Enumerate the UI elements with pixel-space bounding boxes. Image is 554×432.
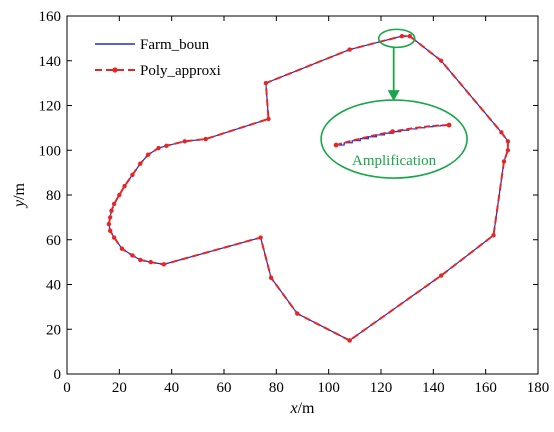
legend-label-farm-boun: Farm_boun	[140, 37, 210, 53]
legend-label-poly-approxi: Poly_approxi	[140, 63, 221, 79]
poly-marker-18	[138, 161, 142, 165]
poly-marker-16	[122, 184, 126, 188]
poly-marker-24	[266, 117, 270, 121]
poly-marker-30	[499, 130, 503, 134]
x-tick-label-5: 100	[317, 380, 340, 396]
x-tick-label-6: 120	[370, 380, 393, 396]
y-tick-label-4: 80	[46, 188, 61, 204]
zoom-farm-boun-line	[336, 125, 449, 145]
axes: 0 20 40 60 80 100 120 140 160 180 0 20 40 60 80 100 120 1…	[11, 9, 549, 417]
poly-marker-19	[146, 153, 150, 157]
poly-marker-6	[138, 258, 142, 262]
x-tick-label-0: 0	[63, 380, 71, 396]
zoom-poly-marker-0	[334, 143, 339, 148]
poly-marker-3	[258, 235, 262, 239]
zoom-source-ellipse	[379, 29, 415, 47]
x-tick-label-7: 140	[422, 380, 445, 396]
legend-marker-poly-approxi	[112, 67, 117, 72]
y-tick-label-6: 120	[39, 99, 62, 115]
poly-marker-12	[108, 215, 112, 219]
x-tick-label-8: 160	[474, 380, 497, 396]
poly-marker-9	[112, 235, 116, 239]
y-tick-label-8: 160	[39, 9, 62, 25]
zoom-content	[334, 123, 452, 148]
poly-marker-4	[162, 262, 166, 266]
y-tick-label-5: 100	[39, 143, 62, 159]
plot-area	[107, 34, 510, 343]
poly-marker-29	[439, 59, 443, 63]
poly-marker-2	[269, 276, 273, 280]
poly-marker-7	[130, 253, 134, 257]
x-tick-label-1: 20	[112, 380, 127, 396]
y-tick-label-3: 60	[46, 233, 61, 249]
poly-marker-26	[347, 47, 351, 51]
poly-marker-13	[109, 208, 113, 212]
poly-marker-10	[108, 229, 112, 233]
series-farm-boun-line	[109, 36, 508, 340]
x-tick-label-2: 40	[164, 380, 179, 396]
poly-marker-17	[130, 173, 134, 177]
poly-marker-5	[149, 260, 153, 264]
poly-marker-15	[117, 193, 121, 197]
poly-marker-35	[439, 273, 443, 277]
x-axis-title: x/m	[290, 400, 316, 417]
poly-marker-1	[295, 311, 299, 315]
poly-marker-28	[408, 34, 412, 38]
axes-frame	[67, 16, 538, 374]
poly-marker-36	[347, 338, 351, 342]
zoom-poly-marker-2	[447, 123, 452, 128]
poly-marker-32	[506, 148, 510, 152]
zoom-poly-marker-1	[390, 129, 395, 134]
poly-marker-20	[156, 146, 160, 150]
poly-marker-11	[107, 222, 111, 226]
series-poly-approxi-line	[109, 36, 508, 340]
poly-marker-23	[203, 137, 207, 141]
poly-marker-21	[164, 144, 168, 148]
poly-marker-33	[502, 159, 506, 163]
poly-marker-8	[120, 247, 124, 251]
y-tick-label-1: 20	[46, 322, 61, 338]
poly-marker-34	[491, 233, 495, 237]
x-tick-label-3: 60	[217, 380, 232, 396]
poly-marker-22	[183, 139, 187, 143]
x-tick-label-4: 80	[269, 380, 284, 396]
legend: Farm_boun Poly_approxi	[95, 37, 221, 79]
zoom-poly-approxi-line	[336, 125, 449, 145]
poly-marker-25	[264, 81, 268, 85]
poly-marker-14	[112, 202, 116, 206]
y-tick-label-7: 140	[39, 54, 62, 70]
y-tick-label-0: 0	[54, 367, 62, 383]
poly-marker-31	[506, 139, 510, 143]
y-axis-title: y/m	[11, 182, 28, 209]
amplification-label: Amplification	[352, 153, 437, 169]
poly-marker-27	[400, 34, 404, 38]
y-tick-label-2: 40	[46, 278, 61, 294]
x-tick-label-9: 180	[527, 380, 550, 396]
